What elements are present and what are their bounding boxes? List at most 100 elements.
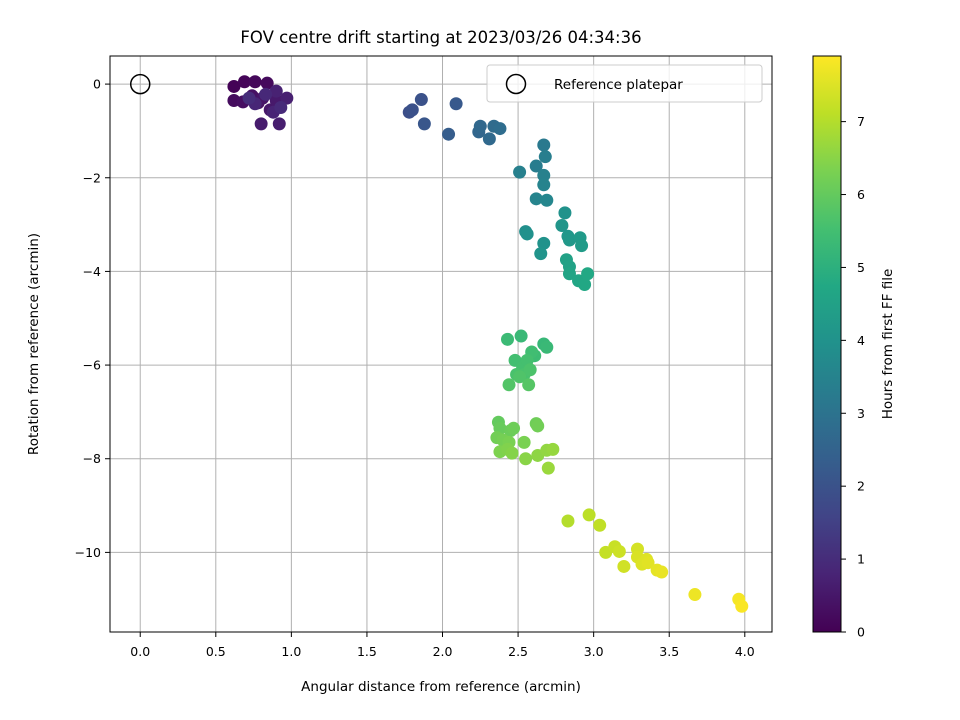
data-point [269, 84, 283, 98]
colorbar-tick-label: 5 [857, 260, 865, 275]
data-point [561, 514, 575, 528]
data-point [522, 378, 536, 392]
data-point [501, 332, 515, 346]
data-point [555, 219, 569, 233]
data-point [531, 419, 545, 433]
x-tick-label: 1.5 [357, 644, 377, 659]
legend-marker-circle [505, 73, 527, 95]
colorbar-gradient [813, 56, 841, 632]
legend-box [486, 64, 763, 103]
data-point [520, 227, 534, 241]
legend: Reference platepar [486, 64, 763, 103]
data-point [274, 101, 288, 115]
data-point [575, 239, 589, 253]
colorbar-tick-label: 2 [857, 479, 865, 494]
x-tick-label: 4.0 [735, 644, 755, 659]
x-tick-label: 0.5 [206, 644, 226, 659]
colorbar-tick-label: 0 [857, 625, 865, 640]
data-point [493, 122, 507, 136]
data-point [414, 93, 428, 107]
data-point [617, 559, 631, 573]
data-point [537, 138, 551, 152]
data-point [562, 267, 576, 281]
data-point [593, 518, 607, 532]
data-point [242, 91, 256, 105]
x-axis-ticks: 0.0 0.5 1.0 1.5 2.0 2.5 3.0 3.5 4.0 [130, 632, 755, 659]
y-axis-label: Rotation from reference (arcmin) [26, 233, 42, 455]
data-point [581, 267, 595, 281]
y-axis-ticks: 0 −2 −4 −6 −8 −10 [75, 77, 110, 560]
x-tick-label: 3.0 [584, 644, 604, 659]
colorbar-tick-label: 1 [857, 552, 865, 567]
y-tick-label: −2 [83, 170, 101, 185]
data-point [442, 127, 456, 141]
data-point [280, 91, 294, 105]
data-point [540, 193, 554, 207]
data-point [405, 103, 419, 117]
x-tick-label: 2.0 [433, 644, 453, 659]
data-point [540, 340, 554, 354]
data-point [513, 165, 527, 179]
data-point [537, 178, 551, 192]
data-point [513, 370, 527, 384]
data-point [519, 452, 533, 466]
data-point [505, 446, 519, 460]
legend-label: Reference platepar [554, 77, 683, 93]
x-tick-label: 1.0 [281, 644, 301, 659]
data-point [546, 442, 560, 456]
data-point [238, 75, 252, 89]
data-point [248, 75, 262, 89]
data-point [227, 79, 241, 93]
data-point [502, 378, 516, 392]
data-point [558, 206, 572, 220]
x-tick-label: 3.5 [659, 644, 679, 659]
data-point [562, 233, 576, 247]
y-tick-label: −10 [75, 545, 101, 560]
x-tick-label: 0.0 [130, 644, 150, 659]
data-point [541, 461, 555, 475]
data-point [641, 556, 655, 570]
scatter-points [129, 73, 749, 613]
reference-platepar-marker [129, 73, 151, 95]
colorbar-ticks: 0 1 2 3 4 5 6 7 [841, 114, 865, 640]
data-point [523, 363, 537, 377]
data-point [259, 87, 273, 101]
colorbar-frame [812, 55, 842, 633]
data-point [517, 435, 531, 449]
data-point [538, 150, 552, 164]
y-tick-label: −4 [83, 264, 101, 279]
data-point [655, 565, 669, 579]
chart-title: FOV centre drift starting at 2023/03/26 … [240, 28, 641, 47]
data-point [514, 329, 528, 343]
y-tick-label: 0 [93, 77, 101, 92]
colorbar-tick-label: 3 [857, 406, 865, 421]
data-point [688, 588, 702, 602]
x-axis-label: Angular distance from reference (arcmin) [301, 679, 581, 695]
data-point [260, 76, 274, 90]
y-tick-label: −8 [83, 451, 101, 466]
data-point [582, 508, 596, 522]
data-point [254, 117, 268, 131]
y-tick-label: −6 [83, 358, 101, 373]
data-point [534, 247, 548, 261]
data-point [735, 599, 749, 613]
data-point [529, 159, 543, 173]
data-point [578, 278, 592, 292]
colorbar-label: Hours from first FF file [880, 269, 896, 420]
colorbar-tick-label: 6 [857, 187, 865, 202]
data-point [417, 117, 431, 131]
colorbar-tick-label: 7 [857, 114, 865, 129]
data-point [449, 97, 463, 111]
data-point [473, 119, 487, 133]
x-tick-label: 2.5 [508, 644, 528, 659]
colorbar: 0 1 2 3 4 5 6 7 Hours from first FF file [812, 55, 896, 640]
gridlines [110, 56, 772, 632]
colorbar-tick-label: 4 [857, 333, 865, 348]
data-point [537, 168, 551, 182]
data-point [537, 236, 551, 250]
data-point [272, 117, 286, 131]
data-point [612, 544, 626, 558]
plot-frame [109, 55, 773, 633]
data-point [507, 421, 521, 435]
